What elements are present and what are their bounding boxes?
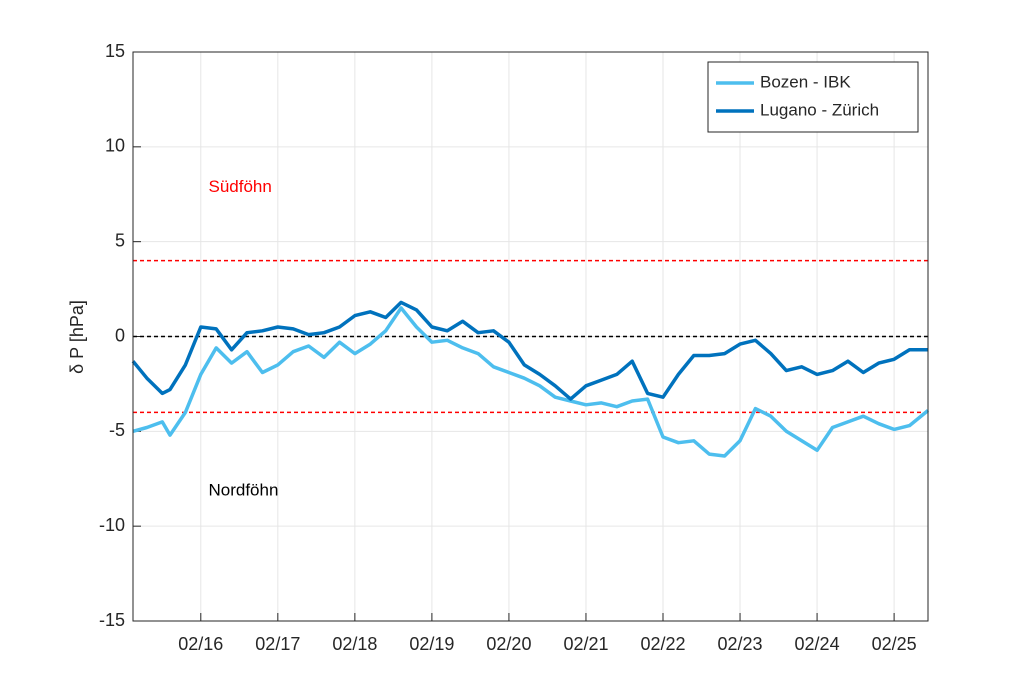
x-tick-label: 02/24	[795, 634, 840, 654]
y-tick-label: 10	[105, 136, 125, 156]
x-tick-label: 02/21	[563, 634, 608, 654]
y-tick-label: -10	[99, 515, 125, 535]
legend-label: Bozen - IBK	[760, 72, 851, 91]
annotation: Nordföhn	[208, 481, 278, 500]
axes-box	[132, 51, 929, 622]
x-tick-label: 02/17	[255, 634, 300, 654]
x-tick-label: 02/19	[409, 634, 454, 654]
x-tick-label: 02/25	[872, 634, 917, 654]
x-tick-label: 02/20	[486, 634, 531, 654]
y-tick-label: -5	[109, 420, 125, 440]
y-axis-label: δ P [hPa]	[67, 300, 87, 374]
legend: Bozen - IBK Lugano - Zürich	[707, 61, 919, 133]
y-tick-label: 0	[115, 325, 125, 345]
x-tick-label: 02/16	[178, 634, 223, 654]
series-line	[131, 300, 928, 401]
legend-label: Lugano - Zürich	[760, 100, 879, 119]
y-tick-label: 15	[105, 41, 125, 61]
legend-box	[707, 61, 919, 133]
annotation: Südföhn	[208, 177, 271, 196]
x-tick-label: 02/22	[640, 634, 685, 654]
x-tick-label: 02/23	[718, 634, 763, 654]
x-tick-label: 02/18	[332, 634, 377, 654]
y-tick-label: -15	[99, 610, 125, 630]
y-tick-label: 5	[115, 230, 125, 250]
series-line	[132, 306, 930, 458]
